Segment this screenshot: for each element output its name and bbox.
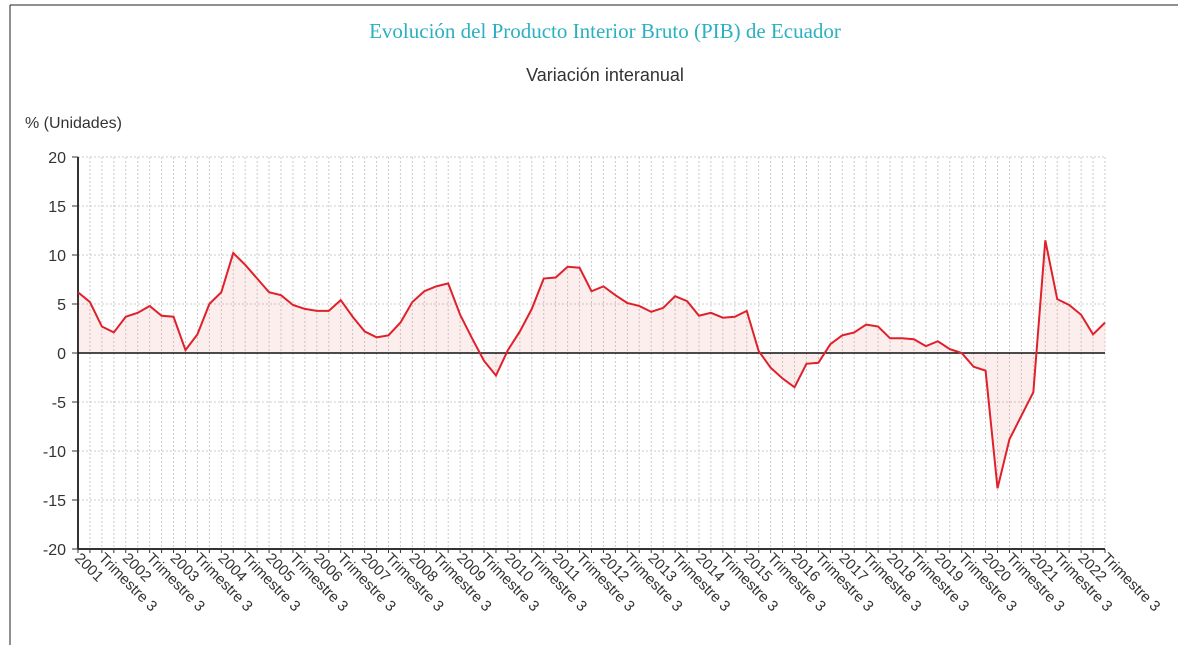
- y-tick-label: -10: [43, 444, 66, 461]
- y-axis-label: % (Unidades): [25, 115, 122, 132]
- y-tick-label: 15: [48, 199, 66, 216]
- y-tick-label: 10: [48, 248, 66, 265]
- y-tick-label: -15: [43, 493, 66, 510]
- y-tick-label: -5: [52, 395, 66, 412]
- y-tick-label: 20: [48, 150, 66, 167]
- chart-subtitle: Variación interanual: [526, 65, 684, 85]
- y-tick-label: 0: [57, 346, 66, 363]
- y-tick-label: -20: [43, 542, 66, 559]
- line: [77, 240, 1106, 489]
- area: [78, 240, 1105, 489]
- y-tick-label: 5: [57, 297, 66, 314]
- chart-title: Evolución del Producto Interior Bruto (P…: [369, 19, 841, 43]
